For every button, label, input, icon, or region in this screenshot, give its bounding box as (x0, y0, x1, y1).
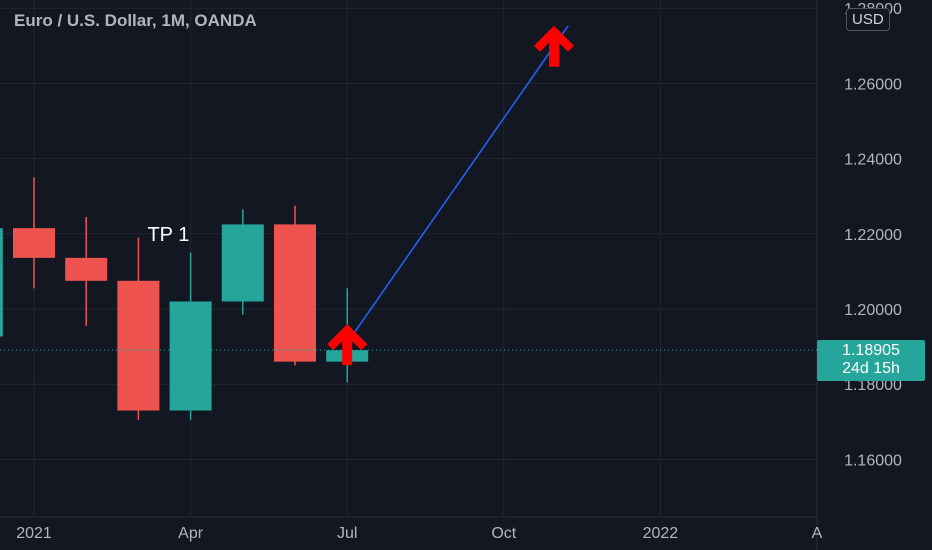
price-tick-label: 1.16000 (844, 452, 902, 469)
bar-countdown: 24d 15h (842, 360, 900, 377)
price-tick-label: 1.18000 (844, 377, 902, 394)
current-price-value: 1.18905 (842, 342, 900, 359)
candle-body-up[interactable] (221, 224, 264, 302)
price-tick-label: 1.22000 (844, 227, 902, 244)
candle-body-down[interactable] (13, 228, 55, 258)
drawings[interactable]: TP 1 (147, 25, 574, 366)
candle-body-down[interactable] (117, 280, 160, 411)
up-arrow-icon[interactable] (327, 324, 368, 366)
price-tick-label: 1.24000 (844, 152, 902, 169)
time-tick-label: 2021 (16, 525, 52, 542)
candle-body-down[interactable] (274, 224, 316, 362)
price-tick-label: 1.26000 (844, 76, 902, 93)
time-tick-label: Jul (337, 525, 357, 542)
symbol-title[interactable]: Euro / U.S. Dollar, 1M, OANDA (14, 11, 257, 30)
price-tick-label: 1.20000 (844, 302, 902, 319)
time-tick-label: Apr (178, 525, 204, 542)
candle-body-down[interactable] (65, 257, 108, 281)
currency-badge[interactable]: USD (846, 8, 890, 31)
candle-body-up[interactable] (0, 228, 3, 337)
time-axis[interactable]: 2021 Apr Jul Oct 2022 A (16, 525, 822, 542)
time-tick-label: A (812, 525, 823, 542)
candles (0, 177, 369, 420)
current-price-tag: 1.18905 24d 15h (817, 340, 925, 381)
tp1-label[interactable]: TP 1 (147, 224, 189, 246)
trend-line[interactable] (346, 25, 569, 344)
time-tick-label: Oct (491, 525, 516, 542)
candle-body-up[interactable] (169, 301, 212, 411)
time-tick-label: 2022 (643, 525, 679, 542)
up-arrow-icon[interactable] (534, 25, 574, 67)
